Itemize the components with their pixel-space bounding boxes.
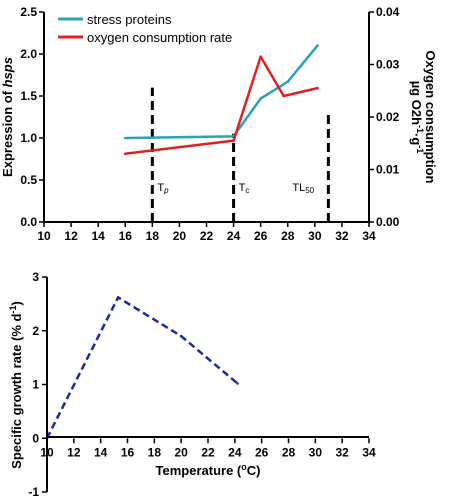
top-x-tick-label: 16 <box>119 229 133 243</box>
top-left-y-tick-label: 1.0 <box>20 131 37 145</box>
top-x-tick-label: 22 <box>200 229 214 243</box>
temp-label-b: o <box>241 462 247 472</box>
oxygen-unit-c: ·g <box>409 133 424 145</box>
top-right-y-axis-label-line2: µg O2h-1·g-1 <box>409 81 425 154</box>
top-x-tick-label: 18 <box>146 229 160 243</box>
bottom-y-tick-label: 1 <box>32 378 39 392</box>
top-right-y-tick-label: 0.03 <box>376 58 400 72</box>
bottom-x-tick-label: 30 <box>309 445 323 459</box>
stress-proteins-point <box>286 80 290 84</box>
bottom-x-tick-label: 18 <box>148 445 162 459</box>
top-x-tick-label: 32 <box>335 229 349 243</box>
bottom-x-tick-label: 24 <box>228 445 242 459</box>
top-right-y-tick-label: 0.00 <box>376 215 400 229</box>
growth-label-b: -1 <box>8 306 18 314</box>
top-chart: Tp Tc TL50 10 12 14 16 18 20 22 24 26 28 30 32 34 0.0 0.… <box>0 5 438 243</box>
bottom-y-tick-label: 0 <box>32 431 39 445</box>
bottom-x-tick-label: 22 <box>201 445 215 459</box>
top-x-tick-label: 10 <box>37 229 51 243</box>
series-line-stress-proteins <box>125 44 319 140</box>
bottom-y-tick-label: 2 <box>32 324 39 338</box>
oxygen-unit-a: µg O2h <box>409 81 424 125</box>
top-right-y-tick-label: 0.01 <box>376 163 400 177</box>
oxygen-consumption-point <box>123 152 127 156</box>
growth-rate-point <box>236 382 239 385</box>
top-x-tick-label: 24 <box>227 229 241 243</box>
top-y-axis-label: Expression of hsps <box>0 57 15 177</box>
bottom-x-tick-label: 20 <box>174 445 188 459</box>
top-x-tick-label: 30 <box>308 229 322 243</box>
top-left-y-tick-label: 0.0 <box>20 215 37 229</box>
threshold-label: Tc <box>239 182 250 195</box>
temp-label-c: C) <box>247 463 261 478</box>
top-x-tick-label: 28 <box>281 229 295 243</box>
top-y-label-italic: hsps <box>0 57 15 87</box>
bottom-x-tick-label: 32 <box>335 445 349 459</box>
top-left-y-tick-label: 0.5 <box>20 173 37 187</box>
growth-rate-line <box>45 296 239 439</box>
growth-label-a: Specific growth rate (% d <box>9 313 24 468</box>
oxygen-consumption-point <box>259 55 262 58</box>
bottom-x-axis-label: Temperature (oC) <box>156 462 261 478</box>
top-left-y-tick-label: 2.0 <box>20 47 37 61</box>
top-x-tick-label: 26 <box>254 229 268 243</box>
stress-proteins-point <box>123 136 127 140</box>
threshold-label: Tp <box>157 182 169 195</box>
temp-label-a: Temperature ( <box>156 463 242 478</box>
bottom-x-tick-label: 10 <box>40 445 54 459</box>
growth-rate-point <box>179 334 183 338</box>
bottom-x-tick-label: 16 <box>121 445 135 459</box>
bottom-x-tick-label: 14 <box>94 445 108 459</box>
bottom-x-tick-label: 34 <box>362 445 376 459</box>
oxygen-consumption-point <box>232 139 235 142</box>
oxygen-consumption-point <box>316 86 319 90</box>
top-x-tick-label: 12 <box>64 229 78 243</box>
top-x-tick-label: 34 <box>362 229 376 243</box>
legend-label-stress-proteins: stress proteins <box>87 12 172 27</box>
bottom-y-tick-label: 3 <box>32 270 39 284</box>
top-right-y-axis-label-line1: Oxygen consumption <box>423 51 438 184</box>
top-x-tick-label: 14 <box>91 229 105 243</box>
top-left-y-tick-label: 1.5 <box>20 89 37 103</box>
oxygen-unit-d: -1 <box>415 145 425 153</box>
legend-label-oxygen-consumption-rate: oxygen consumption rate <box>87 30 232 45</box>
bottom-y-axis-label: Specific growth rate (% d-1) <box>8 301 24 469</box>
top-y-label-main: Expression of <box>0 87 15 177</box>
top-left-y-tick-label: 2.5 <box>20 5 37 19</box>
stress-proteins-point <box>316 44 319 47</box>
growth-label-c: ) <box>9 301 24 305</box>
series-line-oxygen-consumption-rate <box>125 55 318 155</box>
growth-rate-point <box>116 296 120 299</box>
top-right-y-tick-label: 0.02 <box>376 110 400 124</box>
bottom-x-tick-label: 28 <box>282 445 296 459</box>
threshold-label: TL50 <box>292 182 314 195</box>
oxygen-unit-b: -1 <box>415 125 425 133</box>
stress-proteins-point <box>259 97 262 100</box>
bottom-x-tick-label: 12 <box>67 445 81 459</box>
top-right-y-tick-label: 0.04 <box>376 5 400 19</box>
top-x-tick-label: 20 <box>173 229 187 243</box>
legend: stress proteins oxygen consumption rate <box>58 12 232 45</box>
bottom-x-tick-label: 26 <box>255 445 269 459</box>
bottom-y-tick-label: -1 <box>28 485 39 499</box>
oxygen-consumption-point <box>282 94 285 98</box>
